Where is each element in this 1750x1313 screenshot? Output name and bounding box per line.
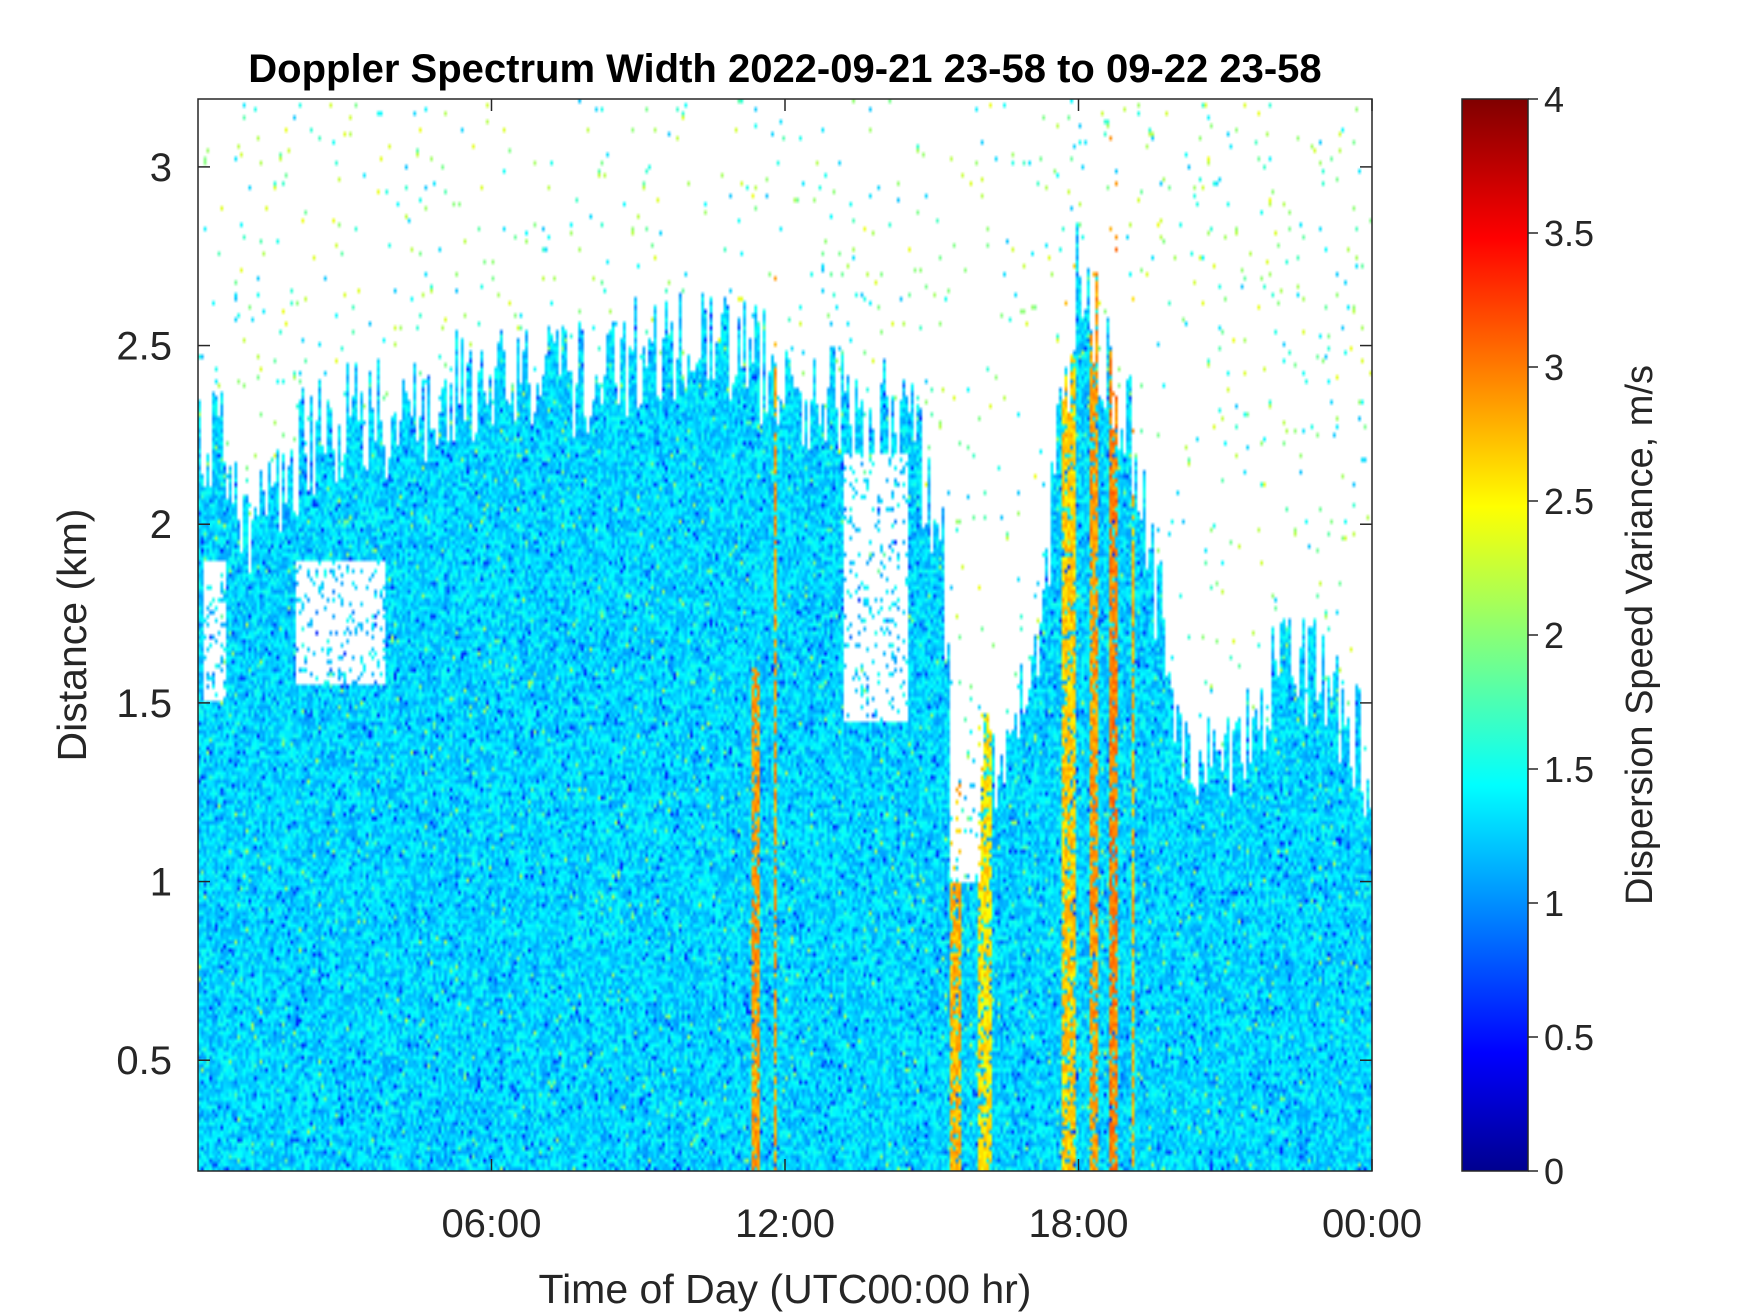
x-axis-label: Time of Day (UTC00:00 hr)	[539, 1266, 1032, 1312]
colorbar-tick-label: 0.5	[1544, 1017, 1594, 1058]
y-tick-label: 2	[150, 503, 172, 547]
colorbar-tick-label: 1	[1544, 883, 1564, 924]
colorbar-tick-label: 3.5	[1544, 213, 1594, 254]
y-axis-label: Distance (km)	[49, 509, 95, 762]
colorbar-tick-label: 2.5	[1544, 481, 1594, 522]
colorbar: 0 0.5 1 1.5 2 2.5 3 3.5 4 Dispersion Speed Varia…	[1461, 79, 1661, 1192]
colorbar-tick-label: 3	[1544, 347, 1564, 388]
y-tick-label: 3	[150, 146, 172, 190]
colorbar-tick-label: 1.5	[1544, 749, 1594, 790]
colorbar-tick-label: 0	[1544, 1151, 1564, 1192]
x-tick-label: 18:00	[1028, 1202, 1128, 1246]
colorbar-tick-label: 2	[1544, 615, 1564, 656]
y-tick-label: 2.5	[116, 325, 172, 369]
y-tick-label: 1.5	[116, 682, 172, 726]
x-tick-label: 06:00	[441, 1202, 541, 1246]
heatmap-plot-area	[197, 98, 1373, 1172]
y-tick-label: 1	[150, 861, 172, 905]
colorbar-ticks: 0 0.5 1 1.5 2 2.5 3 3.5 4	[1528, 79, 1594, 1192]
y-tick-label: 0.5	[116, 1039, 172, 1083]
colorbar-label: Dispersion Speed Variance, m/s	[1619, 365, 1661, 905]
colorbar-gradient	[1461, 98, 1529, 1172]
y-axis: 0.5 1 1.5 2 2.5 3	[116, 146, 1372, 1083]
colorbar-tick-label: 4	[1544, 79, 1564, 120]
chart-title: Doppler Spectrum Width 2022-09-21 23-58 …	[248, 47, 1321, 91]
x-tick-label: 00:00	[1322, 1202, 1422, 1246]
x-tick-label: 12:00	[735, 1202, 835, 1246]
x-axis: 06:00 12:00 18:00 00:00	[441, 99, 1422, 1246]
heatmap-image	[198, 99, 1372, 1171]
